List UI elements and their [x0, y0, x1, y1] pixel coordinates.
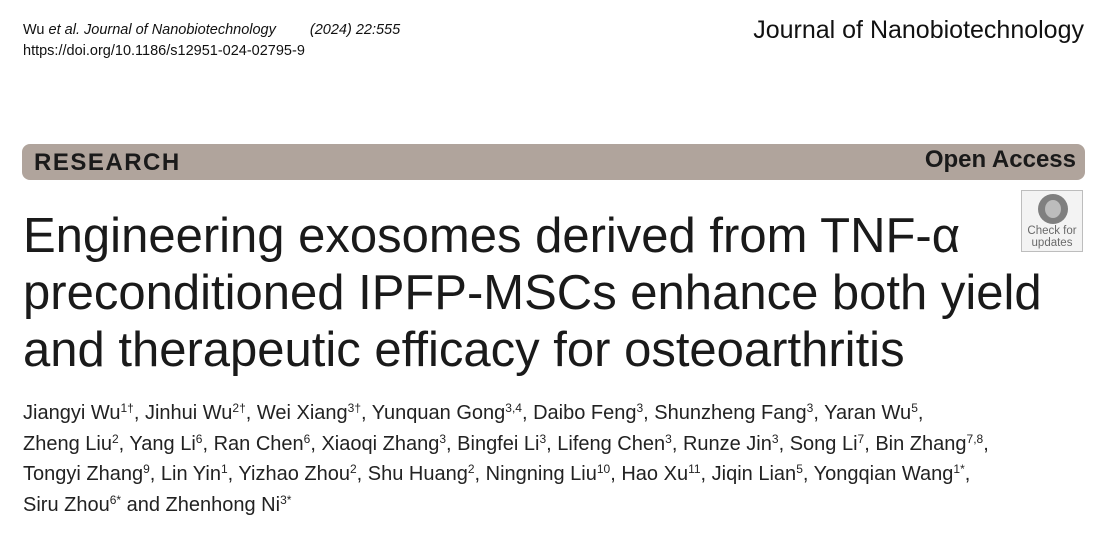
author-affiliation: 5: [911, 401, 918, 415]
title-line: preconditioned IPFP-MSCs enhance both yi…: [23, 266, 1042, 320]
article-title: Engineering exosomes derived from TNF-α …: [23, 208, 1073, 379]
author-name[interactable]: Wei Xiang3†: [256, 401, 362, 424]
author-name[interactable]: Yaran Wu5: [824, 401, 918, 424]
author-affiliation: 3: [806, 401, 814, 415]
author-name[interactable]: Daibo Feng3: [533, 401, 644, 424]
author-affiliation: 11: [688, 462, 701, 476]
author-name[interactable]: Zheng Liu2: [23, 431, 119, 455]
author-name[interactable]: Xiaoqi Zhang3: [321, 431, 447, 455]
citation-author: Wu: [23, 22, 45, 38]
author-name[interactable]: Jiangyi Wu1†: [23, 401, 134, 424]
author-affiliation: 6: [303, 431, 311, 446]
citation-block: Wu et al. Journal of Nanobiotechnology (…: [23, 20, 400, 62]
author-name[interactable]: Lifeng Chen3: [557, 431, 672, 455]
author-name[interactable]: Hao Xu11: [621, 462, 701, 485]
author-affiliation: 6*: [109, 492, 122, 507]
author-affiliation: 3†: [347, 401, 362, 415]
author-name[interactable]: Song Li7: [789, 431, 865, 455]
author-name[interactable]: Zhenhong Ni3*: [165, 492, 292, 516]
author-affiliation: 3: [539, 431, 547, 446]
author-name[interactable]: Ran Chen6: [213, 431, 311, 455]
title-line: and therapeutic efficacy for osteoarthri…: [23, 323, 905, 377]
citation-line: Wu et al. Journal of Nanobiotechnology (…: [23, 20, 400, 41]
citation-etal: et al.: [48, 22, 80, 38]
author-affiliation: 2: [349, 462, 357, 476]
citation-volume: (2024) 22:555: [309, 22, 401, 38]
author-affiliation: 9: [143, 462, 150, 476]
author-affiliation: 2: [111, 431, 119, 446]
check-for-updates-button[interactable]: Check for updates: [1021, 190, 1083, 252]
title-line: Engineering exosomes derived from TNF-α: [23, 209, 961, 263]
author-affiliation: 5: [796, 462, 803, 476]
author-affiliation: 2†: [232, 401, 246, 415]
article-type: RESEARCH: [34, 149, 181, 176]
author-affiliation: 1†: [120, 401, 134, 415]
author-name[interactable]: Shunzheng Fang3: [654, 401, 814, 424]
author-affiliation: 3,4: [505, 401, 522, 415]
author-name[interactable]: Shu Huang2: [367, 462, 475, 485]
author-affiliation: 3: [665, 431, 672, 446]
author-name[interactable]: Siru Zhou6*: [23, 492, 122, 516]
author-name[interactable]: Yang Li6: [129, 431, 203, 455]
author-name[interactable]: Tongyi Zhang9: [23, 462, 150, 485]
author-name[interactable]: Runze Jin3: [682, 431, 779, 455]
author-affiliation: 3: [636, 401, 644, 415]
check-updates-line1: Check for: [1027, 225, 1077, 237]
author-affiliation: 3: [771, 431, 779, 446]
doi-link[interactable]: https://doi.org/10.1186/s12951-024-02795…: [23, 43, 305, 59]
author-affiliation: 7: [857, 431, 865, 446]
author-name[interactable]: Yongqian Wang1*: [813, 462, 965, 485]
open-access-label: Open Access: [924, 146, 1076, 173]
check-updates-line2: updates: [1031, 236, 1073, 249]
author-list: Jiangyi Wu1†, Jinhui Wu2†, Wei Xiang3†, …: [23, 401, 989, 516]
author-affiliation: 1*: [953, 462, 965, 476]
author-affiliation: 2: [467, 462, 475, 476]
check-updates-icon: [1038, 194, 1068, 224]
author-name[interactable]: Jiqin Lian5: [711, 462, 803, 485]
author-affiliation: 10: [596, 462, 611, 476]
citation-journal: Journal of Nanobiotechnology: [84, 22, 276, 38]
author-name[interactable]: Jinhui Wu2†: [144, 401, 246, 424]
author-name[interactable]: Bingfei Li3: [457, 431, 547, 455]
author-affiliation: 7,8: [966, 431, 984, 446]
author-name[interactable]: Bin Zhang7,8: [875, 431, 984, 455]
author-name[interactable]: Ningning Liu10: [485, 462, 611, 485]
author-affiliation: 3: [439, 431, 447, 446]
author-affiliation: 1: [220, 462, 228, 476]
article-banner: RESEARCH Open Access: [22, 144, 1085, 180]
author-name[interactable]: Lin Yin1: [160, 462, 228, 485]
author-affiliation: 6: [195, 431, 203, 446]
check-updates-text: Check for updates: [1022, 225, 1082, 249]
journal-name: Journal of Nanobiotechnology: [753, 16, 1084, 44]
author-affiliation: 3*: [280, 492, 292, 507]
author-name[interactable]: Yizhao Zhou2: [238, 462, 357, 485]
author-name[interactable]: Yunquan Gong3,4: [371, 401, 522, 424]
